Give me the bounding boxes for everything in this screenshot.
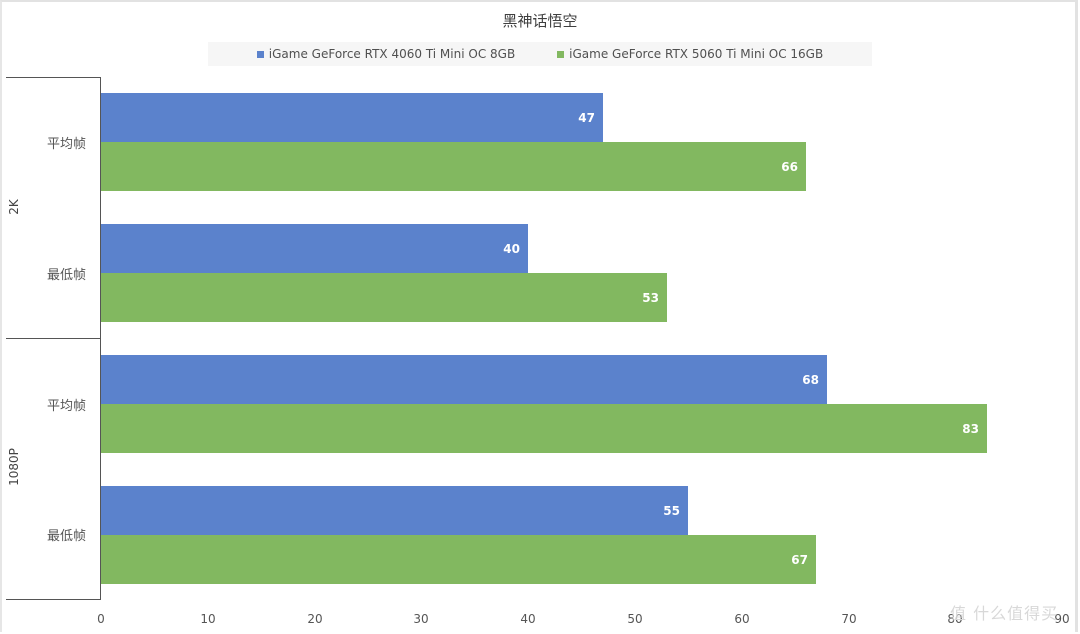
category-label-avg-fps: 平均帧 [46, 399, 86, 414]
legend-label: iGame GeForce RTX 5060 Ti Mini OC 16GB [569, 47, 824, 61]
bar-value-label: 68 [802, 372, 819, 387]
x-tick: 90 [1054, 612, 1070, 626]
category-label-min-fps: 最低帧 [46, 529, 86, 544]
bar-1080p-min-rtx4060ti[interactable]: 55 [101, 486, 688, 535]
bar-1080p-avg-rtx5060ti[interactable]: 83 [101, 404, 987, 453]
chart-title: 黑神话悟空 [502, 12, 578, 30]
x-tick: 30 [413, 612, 429, 626]
x-tick: 50 [627, 612, 643, 626]
group-label-2k: 2K [7, 199, 21, 215]
bar-2k-avg-rtx4060ti[interactable]: 47 [101, 93, 603, 142]
bar-value-label: 47 [578, 110, 595, 125]
category-axis [100, 77, 101, 600]
bar-value-label: 53 [642, 290, 659, 305]
legend-swatch-green [557, 50, 565, 58]
x-tick: 80 [947, 612, 963, 626]
bar-1080p-avg-rtx4060ti[interactable]: 68 [101, 355, 827, 404]
axis-bracket-mid [6, 338, 101, 339]
x-tick: 20 [307, 612, 323, 626]
legend-item-rtx4060ti[interactable]: iGame GeForce RTX 4060 Ti Mini OC 8GB [256, 47, 516, 61]
legend-swatch-blue [256, 50, 264, 58]
group-label-1080p: 1080P [7, 448, 21, 486]
axis-bracket-top [6, 77, 101, 78]
bar-2k-min-rtx5060ti[interactable]: 53 [101, 273, 667, 322]
bar-1080p-min-rtx5060ti[interactable]: 67 [101, 535, 816, 584]
axis-bracket-bottom [6, 599, 101, 600]
legend-item-rtx5060ti[interactable]: iGame GeForce RTX 5060 Ti Mini OC 16GB [557, 47, 823, 61]
bar-2k-avg-rtx5060ti[interactable]: 66 [101, 142, 806, 191]
bar-2k-min-rtx4060ti[interactable]: 40 [101, 224, 528, 273]
category-label-avg-fps: 平均帧 [46, 137, 86, 152]
x-tick: 60 [734, 612, 750, 626]
bar-value-label: 83 [962, 421, 979, 436]
category-label-min-fps: 最低帧 [46, 268, 86, 283]
bar-value-label: 40 [503, 241, 520, 256]
x-tick: 70 [841, 612, 857, 626]
legend-label: iGame GeForce RTX 4060 Ti Mini OC 8GB [268, 47, 516, 61]
x-tick: 0 [97, 612, 105, 626]
bar-value-label: 66 [781, 159, 798, 174]
watermark-logo: 值 什么值得买 [950, 604, 1059, 623]
x-tick: 10 [200, 612, 216, 626]
x-tick: 40 [520, 612, 536, 626]
chart-legend: iGame GeForce RTX 4060 Ti Mini OC 8GB iG… [208, 42, 872, 66]
bar-value-label: 55 [663, 503, 680, 518]
bar-value-label: 67 [791, 552, 808, 567]
